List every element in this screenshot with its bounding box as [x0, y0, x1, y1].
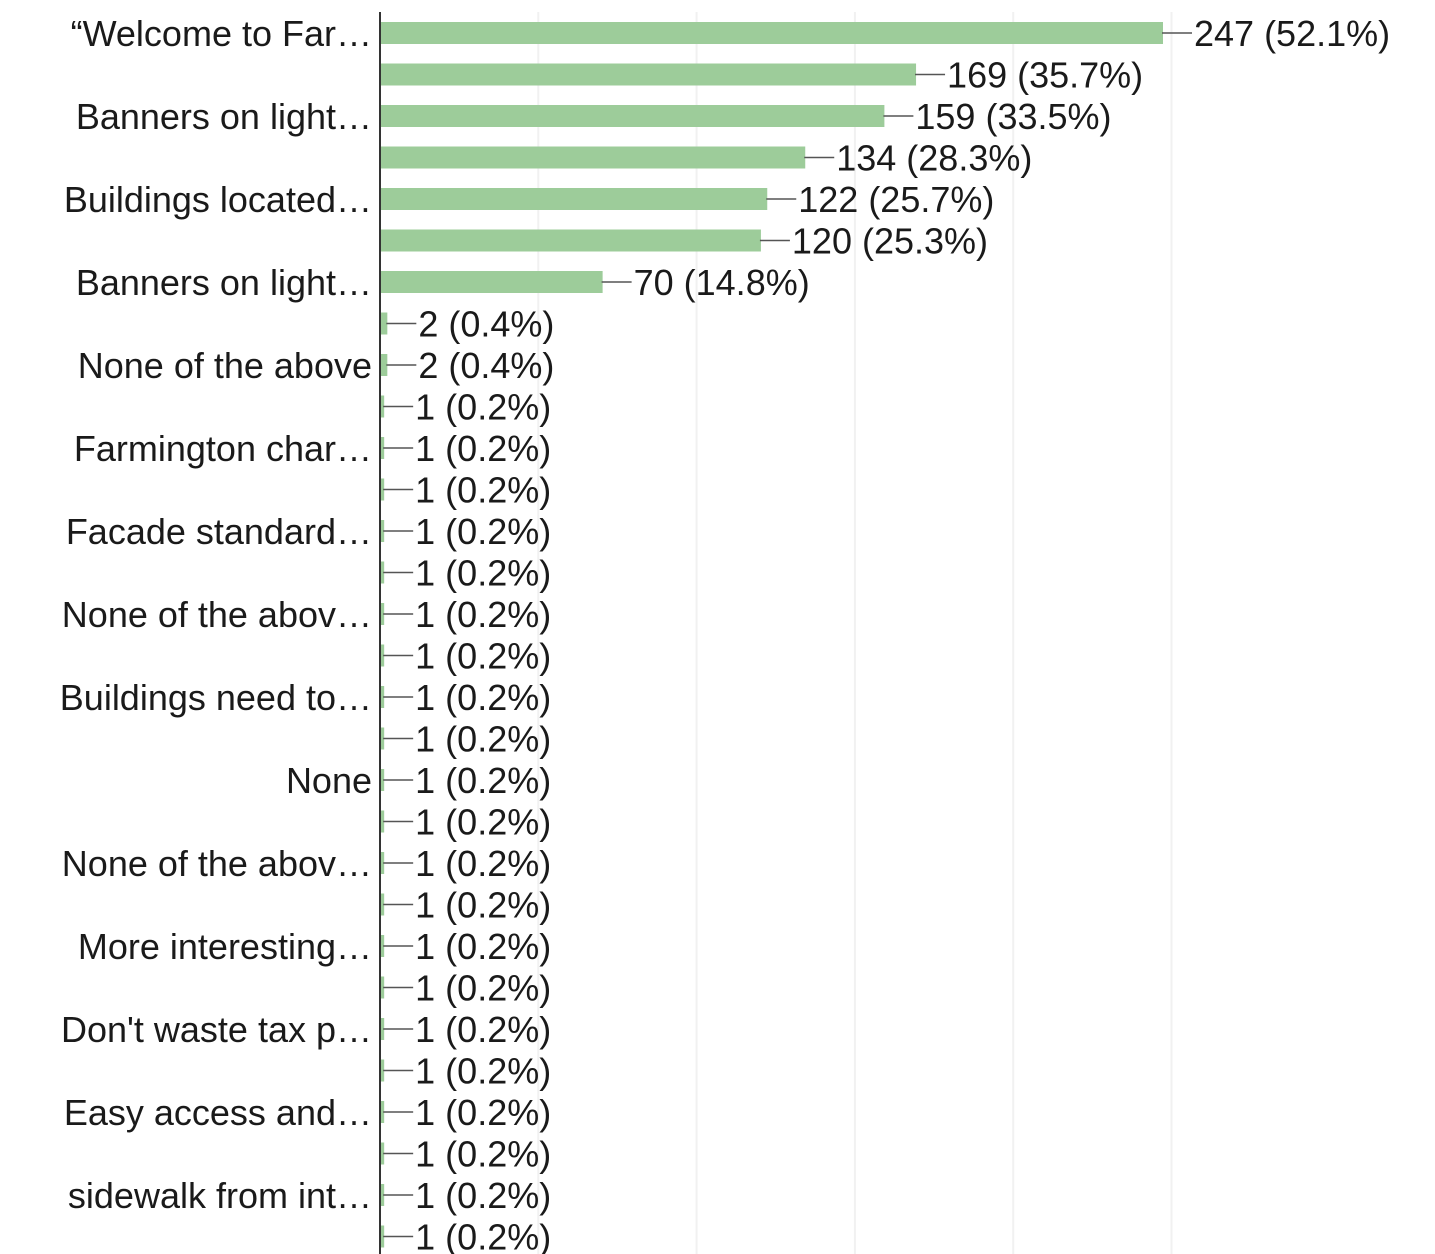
- value-label-27: 1 (0.2%): [415, 1092, 551, 1133]
- bar-27: [381, 1101, 385, 1123]
- bar-19: [381, 769, 385, 791]
- value-label-17: 1 (0.2%): [415, 677, 551, 718]
- value-leader-lines: [383, 32, 1192, 1238]
- bar-14: [381, 561, 385, 584]
- bar-5: [381, 188, 768, 210]
- grid-lines: [537, 12, 1173, 1254]
- bar-15: [381, 603, 385, 625]
- value-label-30: 1 (0.2%): [415, 1217, 551, 1254]
- category-label-5: Buildings located…: [64, 179, 372, 220]
- value-label-18: 1 (0.2%): [415, 719, 551, 760]
- category-label-29: sidewalk from int…: [68, 1175, 372, 1216]
- value-label-15: 1 (0.2%): [415, 594, 551, 635]
- bar-25: [381, 1018, 385, 1040]
- value-label-6: 120 (25.3%): [792, 221, 988, 262]
- value-label-10: 1 (0.2%): [415, 387, 551, 428]
- value-label-23: 1 (0.2%): [415, 926, 551, 967]
- bar-24: [381, 976, 385, 999]
- value-label-2: 169 (35.7%): [947, 55, 1143, 96]
- value-label-1: 247 (52.1%): [1194, 13, 1390, 54]
- bar-13: [381, 520, 385, 542]
- value-label-25: 1 (0.2%): [415, 1009, 551, 1050]
- value-label-26: 1 (0.2%): [415, 1051, 551, 1092]
- bar-17: [381, 686, 385, 708]
- bar-23: [381, 935, 385, 957]
- category-label-9: None of the above: [78, 345, 372, 386]
- bar-4: [381, 146, 806, 169]
- bar-28: [381, 1142, 385, 1165]
- bar-3: [381, 105, 885, 127]
- category-label-21: None of the abov…: [62, 843, 372, 884]
- bar-26: [381, 1059, 385, 1082]
- value-label-29: 1 (0.2%): [415, 1175, 551, 1216]
- bar-29: [381, 1184, 385, 1206]
- value-label-8: 2 (0.4%): [418, 304, 554, 345]
- category-label-27: Easy access and…: [64, 1092, 372, 1133]
- bar-30: [381, 1225, 385, 1248]
- category-label-3: Banners on light…: [76, 96, 372, 137]
- value-label-22: 1 (0.2%): [415, 885, 551, 926]
- bar-16: [381, 644, 385, 667]
- value-label-16: 1 (0.2%): [415, 636, 551, 677]
- category-label-1: “Welcome to Far…: [71, 13, 372, 54]
- bar-18: [381, 727, 385, 750]
- category-label-17: Buildings need to…: [60, 677, 372, 718]
- value-label-7: 70 (14.8%): [634, 262, 810, 303]
- value-label-20: 1 (0.2%): [415, 802, 551, 843]
- bar-6: [381, 229, 761, 252]
- category-label-23: More interesting…: [78, 926, 372, 967]
- bar-10: [381, 395, 385, 418]
- bar-21: [381, 852, 385, 874]
- value-label-21: 1 (0.2%): [415, 843, 551, 884]
- value-label-5: 122 (25.7%): [798, 179, 994, 220]
- value-label-4: 134 (28.3%): [836, 138, 1032, 179]
- bar-12: [381, 478, 385, 501]
- category-label-11: Farmington char…: [74, 428, 372, 469]
- value-label-19: 1 (0.2%): [415, 760, 551, 801]
- bar-2: [381, 63, 917, 86]
- bar-22: [381, 893, 385, 916]
- value-label-28: 1 (0.2%): [415, 1134, 551, 1175]
- category-label-25: Don't waste tax p…: [61, 1009, 372, 1050]
- value-label-13: 1 (0.2%): [415, 511, 551, 552]
- category-label-15: None of the abov…: [62, 594, 372, 635]
- value-labels: 247 (52.1%) 169 (35.7%)159 (33.5%)134 (28…: [415, 13, 1390, 1254]
- bar-8: [381, 312, 388, 335]
- value-label-24: 1 (0.2%): [415, 968, 551, 1009]
- bar-7: [381, 271, 603, 293]
- value-label-14: 1 (0.2%): [415, 553, 551, 594]
- bar-11: [381, 437, 385, 459]
- value-label-3: 159 (33.5%): [915, 96, 1111, 137]
- bar-1: [381, 22, 1163, 44]
- category-label-13: Facade standard…: [66, 511, 372, 552]
- bar-9: [381, 354, 388, 376]
- category-labels: “Welcome to Far… Banners on light… Buildin…: [60, 13, 372, 1216]
- value-label-11: 1 (0.2%): [415, 428, 551, 469]
- value-label-12: 1 (0.2%): [415, 470, 551, 511]
- category-label-19: None: [286, 760, 372, 801]
- bar-20: [381, 810, 385, 833]
- value-label-9: 2 (0.4%): [418, 345, 554, 386]
- category-label-7: Banners on light…: [76, 262, 372, 303]
- bars: [381, 22, 1163, 1248]
